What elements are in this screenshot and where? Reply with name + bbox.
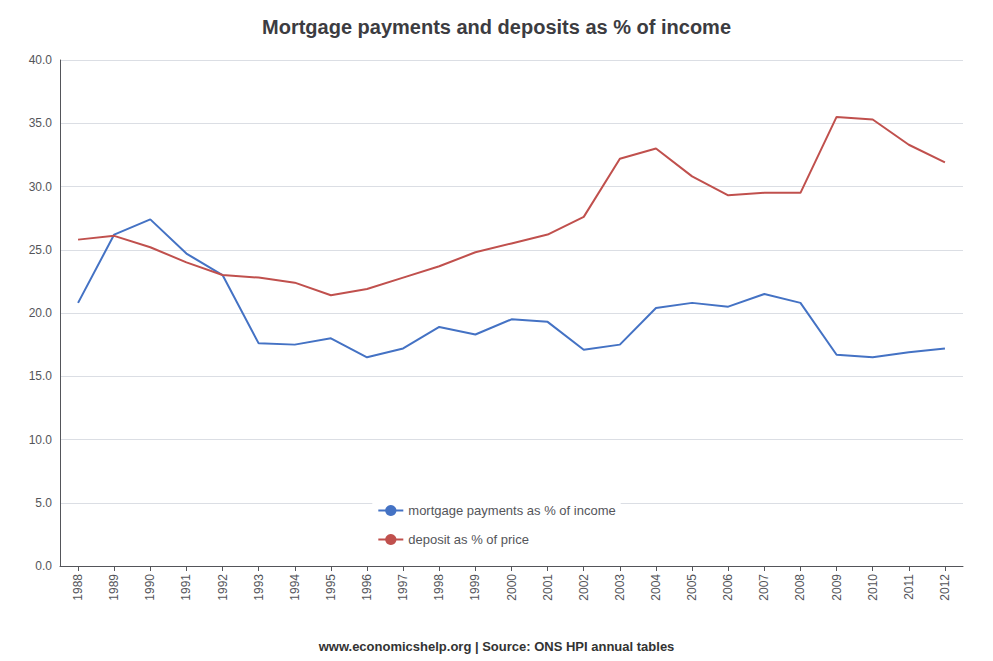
svg-text:2001: 2001 (541, 574, 555, 601)
svg-text:1989: 1989 (107, 574, 121, 601)
svg-text:1994: 1994 (288, 574, 302, 601)
svg-text:2002: 2002 (577, 574, 591, 601)
svg-text:1992: 1992 (216, 574, 230, 601)
svg-text:1993: 1993 (252, 574, 266, 601)
svg-text:10.0: 10.0 (29, 433, 53, 447)
svg-text:1995: 1995 (324, 574, 338, 601)
svg-text:www.economicshelp.org | Source: www.economicshelp.org | Source: ONS HPI … (318, 639, 675, 654)
svg-text:1988: 1988 (71, 574, 85, 601)
svg-text:Mortgage payments and deposits: Mortgage payments and deposits as % of i… (262, 16, 731, 38)
svg-text:2008: 2008 (793, 574, 807, 601)
svg-text:2000: 2000 (505, 574, 519, 601)
svg-text:40.0: 40.0 (29, 53, 53, 67)
svg-text:5.0: 5.0 (35, 496, 52, 510)
svg-text:mortgage payments as % of inco: mortgage payments as % of income (408, 503, 615, 518)
svg-text:2009: 2009 (830, 574, 844, 601)
svg-text:1991: 1991 (179, 574, 193, 601)
svg-text:0.0: 0.0 (35, 559, 52, 573)
svg-text:2003: 2003 (613, 574, 627, 601)
svg-text:25.0: 25.0 (29, 243, 53, 257)
svg-text:2012: 2012 (938, 574, 952, 601)
svg-text:2011: 2011 (902, 574, 916, 600)
svg-text:35.0: 35.0 (29, 116, 53, 130)
svg-text:1990: 1990 (143, 574, 157, 601)
svg-text:1999: 1999 (468, 574, 482, 601)
svg-text:1997: 1997 (396, 574, 410, 601)
svg-text:30.0: 30.0 (29, 180, 53, 194)
svg-text:2007: 2007 (757, 574, 771, 601)
svg-text:2005: 2005 (685, 574, 699, 601)
svg-text:1996: 1996 (360, 574, 374, 601)
svg-text:2004: 2004 (649, 574, 663, 601)
svg-text:1998: 1998 (432, 574, 446, 601)
svg-text:deposit as % of price: deposit as % of price (408, 532, 529, 547)
svg-text:2010: 2010 (866, 574, 880, 601)
svg-text:15.0: 15.0 (29, 369, 53, 383)
svg-text:2006: 2006 (721, 574, 735, 601)
svg-text:20.0: 20.0 (29, 306, 53, 320)
